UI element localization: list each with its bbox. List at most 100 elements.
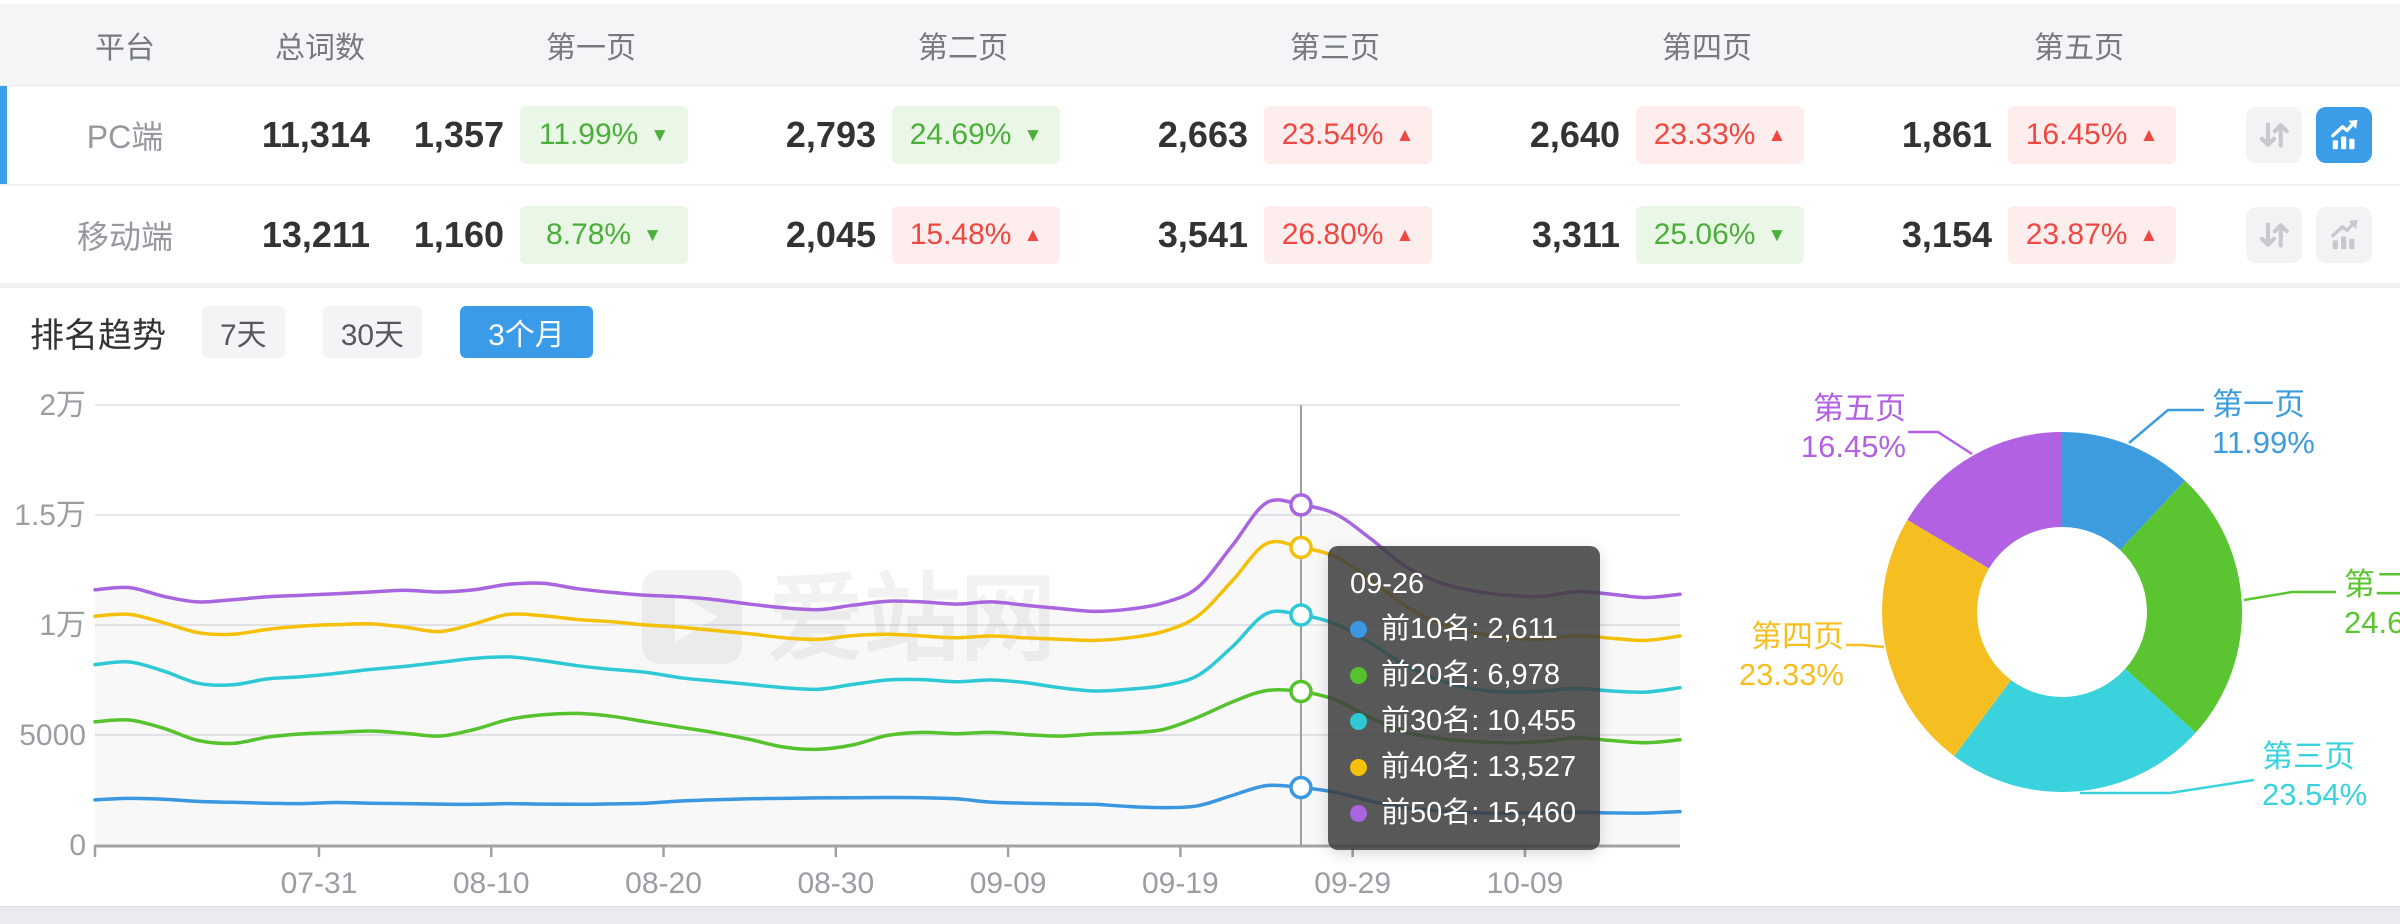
rank-table: 平台 总词数 第一页 第二页 第三页 第四页 第五页 PC端 11,314 1,35… [0, 4, 2400, 286]
arrow-down-icon: ▼ [643, 224, 662, 246]
range-tabs: 7天 30天 3个月 [202, 306, 593, 358]
page2-count: 2,045 [785, 214, 876, 255]
series-dot-icon [1350, 758, 1367, 776]
svg-text:爱站网: 爱站网 [768, 566, 1056, 673]
change-percent: 8.78% [546, 218, 632, 251]
y-axis-label: 1.5万 [14, 499, 86, 532]
pie-label-percent: 23.33% [1738, 657, 1844, 692]
page2-change-badge: 15.48% ▲ [892, 206, 1060, 264]
arrow-up-icon: ▲ [1395, 124, 1415, 146]
tooltip-series-row: 前30名: 10,455 [1350, 698, 1576, 744]
x-axis-label: 07-31 [281, 867, 358, 900]
pie-slice-第三页[interactable] [1954, 668, 2196, 793]
page5-cell: 3,154 23.87% ▲ [1816, 206, 2188, 264]
tooltip-series-value: 前40名: 13,527 [1381, 751, 1577, 783]
pie-label-line [2080, 778, 2255, 795]
change-percent: 25.06% [1653, 218, 1756, 251]
page2-change-badge: 24.69% ▼ [892, 106, 1060, 164]
hover-marker [1289, 535, 1313, 560]
col-header-platform: 平台 [95, 31, 155, 65]
tab-7-days[interactable]: 7天 [202, 306, 285, 358]
pie-label-第三页: 第三页 23.54% [2262, 738, 2367, 814]
sort-button[interactable] [2246, 207, 2302, 263]
hover-marker [1289, 493, 1313, 517]
trend-chart-button[interactable] [2316, 107, 2372, 163]
x-axis-label: 09-29 [1314, 867, 1391, 900]
pie-label-line [2128, 408, 2204, 444]
trend-chart-icon [2331, 120, 2358, 150]
page5-change-badge: 16.45% ▲ [2008, 106, 2176, 164]
y-axis-label: 0 [69, 829, 86, 862]
y-axis-label: 1万 [39, 609, 86, 642]
pie-label-第四页: 第四页 23.33% [1739, 618, 1844, 694]
hover-marker [1289, 775, 1313, 800]
series-dot-icon [1350, 666, 1367, 684]
bottom-edge-strip [0, 906, 2400, 924]
page4-change-badge: 25.06% ▼ [1636, 206, 1804, 264]
col-header-page4: 第四页 [1662, 31, 1752, 65]
pie-label-line [1846, 643, 1885, 649]
page1-change-badge: 11.99% ▼ [520, 106, 688, 164]
pie-label-name: 第二页 [2344, 567, 2400, 602]
tooltip-series-row: 前20名: 6,978 [1350, 652, 1576, 698]
tab-30-days[interactable]: 30天 [322, 306, 423, 358]
page1-count: 1,160 [413, 214, 504, 255]
change-percent: 23.87% [2025, 218, 2128, 251]
section-divider [0, 283, 2400, 288]
tooltip-series-value: 前50名: 15,460 [1381, 797, 1577, 829]
page4-cell: 2,640 23.33% ▲ [1444, 106, 1816, 164]
hover-marker [1289, 679, 1313, 704]
table-row[interactable]: 移动端 13,211 1,160 8.78% ▼ 2,045 15.48% ▲ 3,541 26.… [0, 186, 2400, 286]
pie-slice-第一页[interactable] [2062, 432, 2186, 550]
page1-change-badge: 8.78% ▼ [520, 206, 688, 264]
pie-slice-第五页[interactable] [1907, 432, 2062, 569]
series-dot-icon [1350, 620, 1367, 638]
x-axis-label: 08-20 [625, 867, 702, 900]
trend-title: 排名趋势 [30, 316, 166, 355]
col-header-page3: 第三页 [1290, 31, 1380, 65]
series-dot-icon [1350, 804, 1367, 822]
sort-button[interactable] [2246, 107, 2302, 163]
change-percent: 15.48% [909, 218, 1012, 251]
y-axis-label: 5000 [19, 719, 86, 752]
tooltip-series-row: 前40名: 13,527 [1350, 744, 1576, 790]
tooltip-series-value: 前10名: 2,611 [1381, 613, 1558, 645]
change-percent: 26.80% [1281, 218, 1384, 251]
hover-marker [1289, 603, 1313, 627]
row-actions [2188, 107, 2400, 163]
table-row[interactable]: PC端 11,314 1,357 11.99% ▼ 2,793 24.69% ▼ 2,663 23… [0, 86, 2400, 186]
arrow-up-icon: ▲ [1395, 224, 1415, 246]
pie-label-name: 第三页 [2262, 739, 2355, 774]
tab-3-months[interactable]: 3个月 [460, 306, 593, 358]
page4-count: 2,640 [1529, 114, 1620, 155]
change-percent: 23.33% [1653, 118, 1756, 151]
arrow-down-icon: ▼ [1767, 224, 1787, 246]
arrow-up-icon: ▲ [1023, 224, 1043, 246]
tooltip-series-row: 前10名: 2,611 [1350, 606, 1576, 652]
page3-cell: 3,541 26.80% ▲ [1072, 206, 1444, 264]
change-percent: 11.99% [538, 118, 639, 151]
trend-chart-button[interactable] [2316, 207, 2372, 263]
y-axis-label: 2万 [39, 389, 86, 422]
page4-change-badge: 23.33% ▲ [1636, 106, 1804, 164]
tooltip-series-value: 前30名: 10,455 [1381, 705, 1577, 737]
pie-label-percent: 23.54% [2262, 777, 2368, 812]
total-keywords-value: 13,211 [261, 214, 370, 255]
table-body: PC端 11,314 1,357 11.99% ▼ 2,793 24.69% ▼ 2,663 23… [0, 86, 2400, 286]
arrow-down-icon: ▼ [1023, 124, 1043, 146]
pie-label-第二页: 第二页24.69% [2344, 566, 2400, 642]
table-header: 平台 总词数 第一页 第二页 第三页 第四页 第五页 [0, 4, 2400, 86]
page4-cell: 3,311 25.06% ▼ [1444, 206, 1816, 264]
pie-label-line [2243, 590, 2336, 602]
page2-cell: 2,045 15.48% ▲ [700, 206, 1072, 264]
arrow-up-icon: ▲ [2139, 124, 2159, 146]
page2-count: 2,793 [785, 114, 876, 155]
platform-label: PC端 [86, 119, 164, 155]
pie-slice-第二页[interactable] [2120, 480, 2243, 733]
trend-chart-icon [2331, 220, 2358, 250]
col-header-page5: 第五页 [2034, 31, 2124, 65]
series-dot-icon [1350, 712, 1367, 730]
pie-slice-第四页[interactable] [1882, 519, 2012, 757]
page2-cell: 2,793 24.69% ▼ [700, 106, 1072, 164]
